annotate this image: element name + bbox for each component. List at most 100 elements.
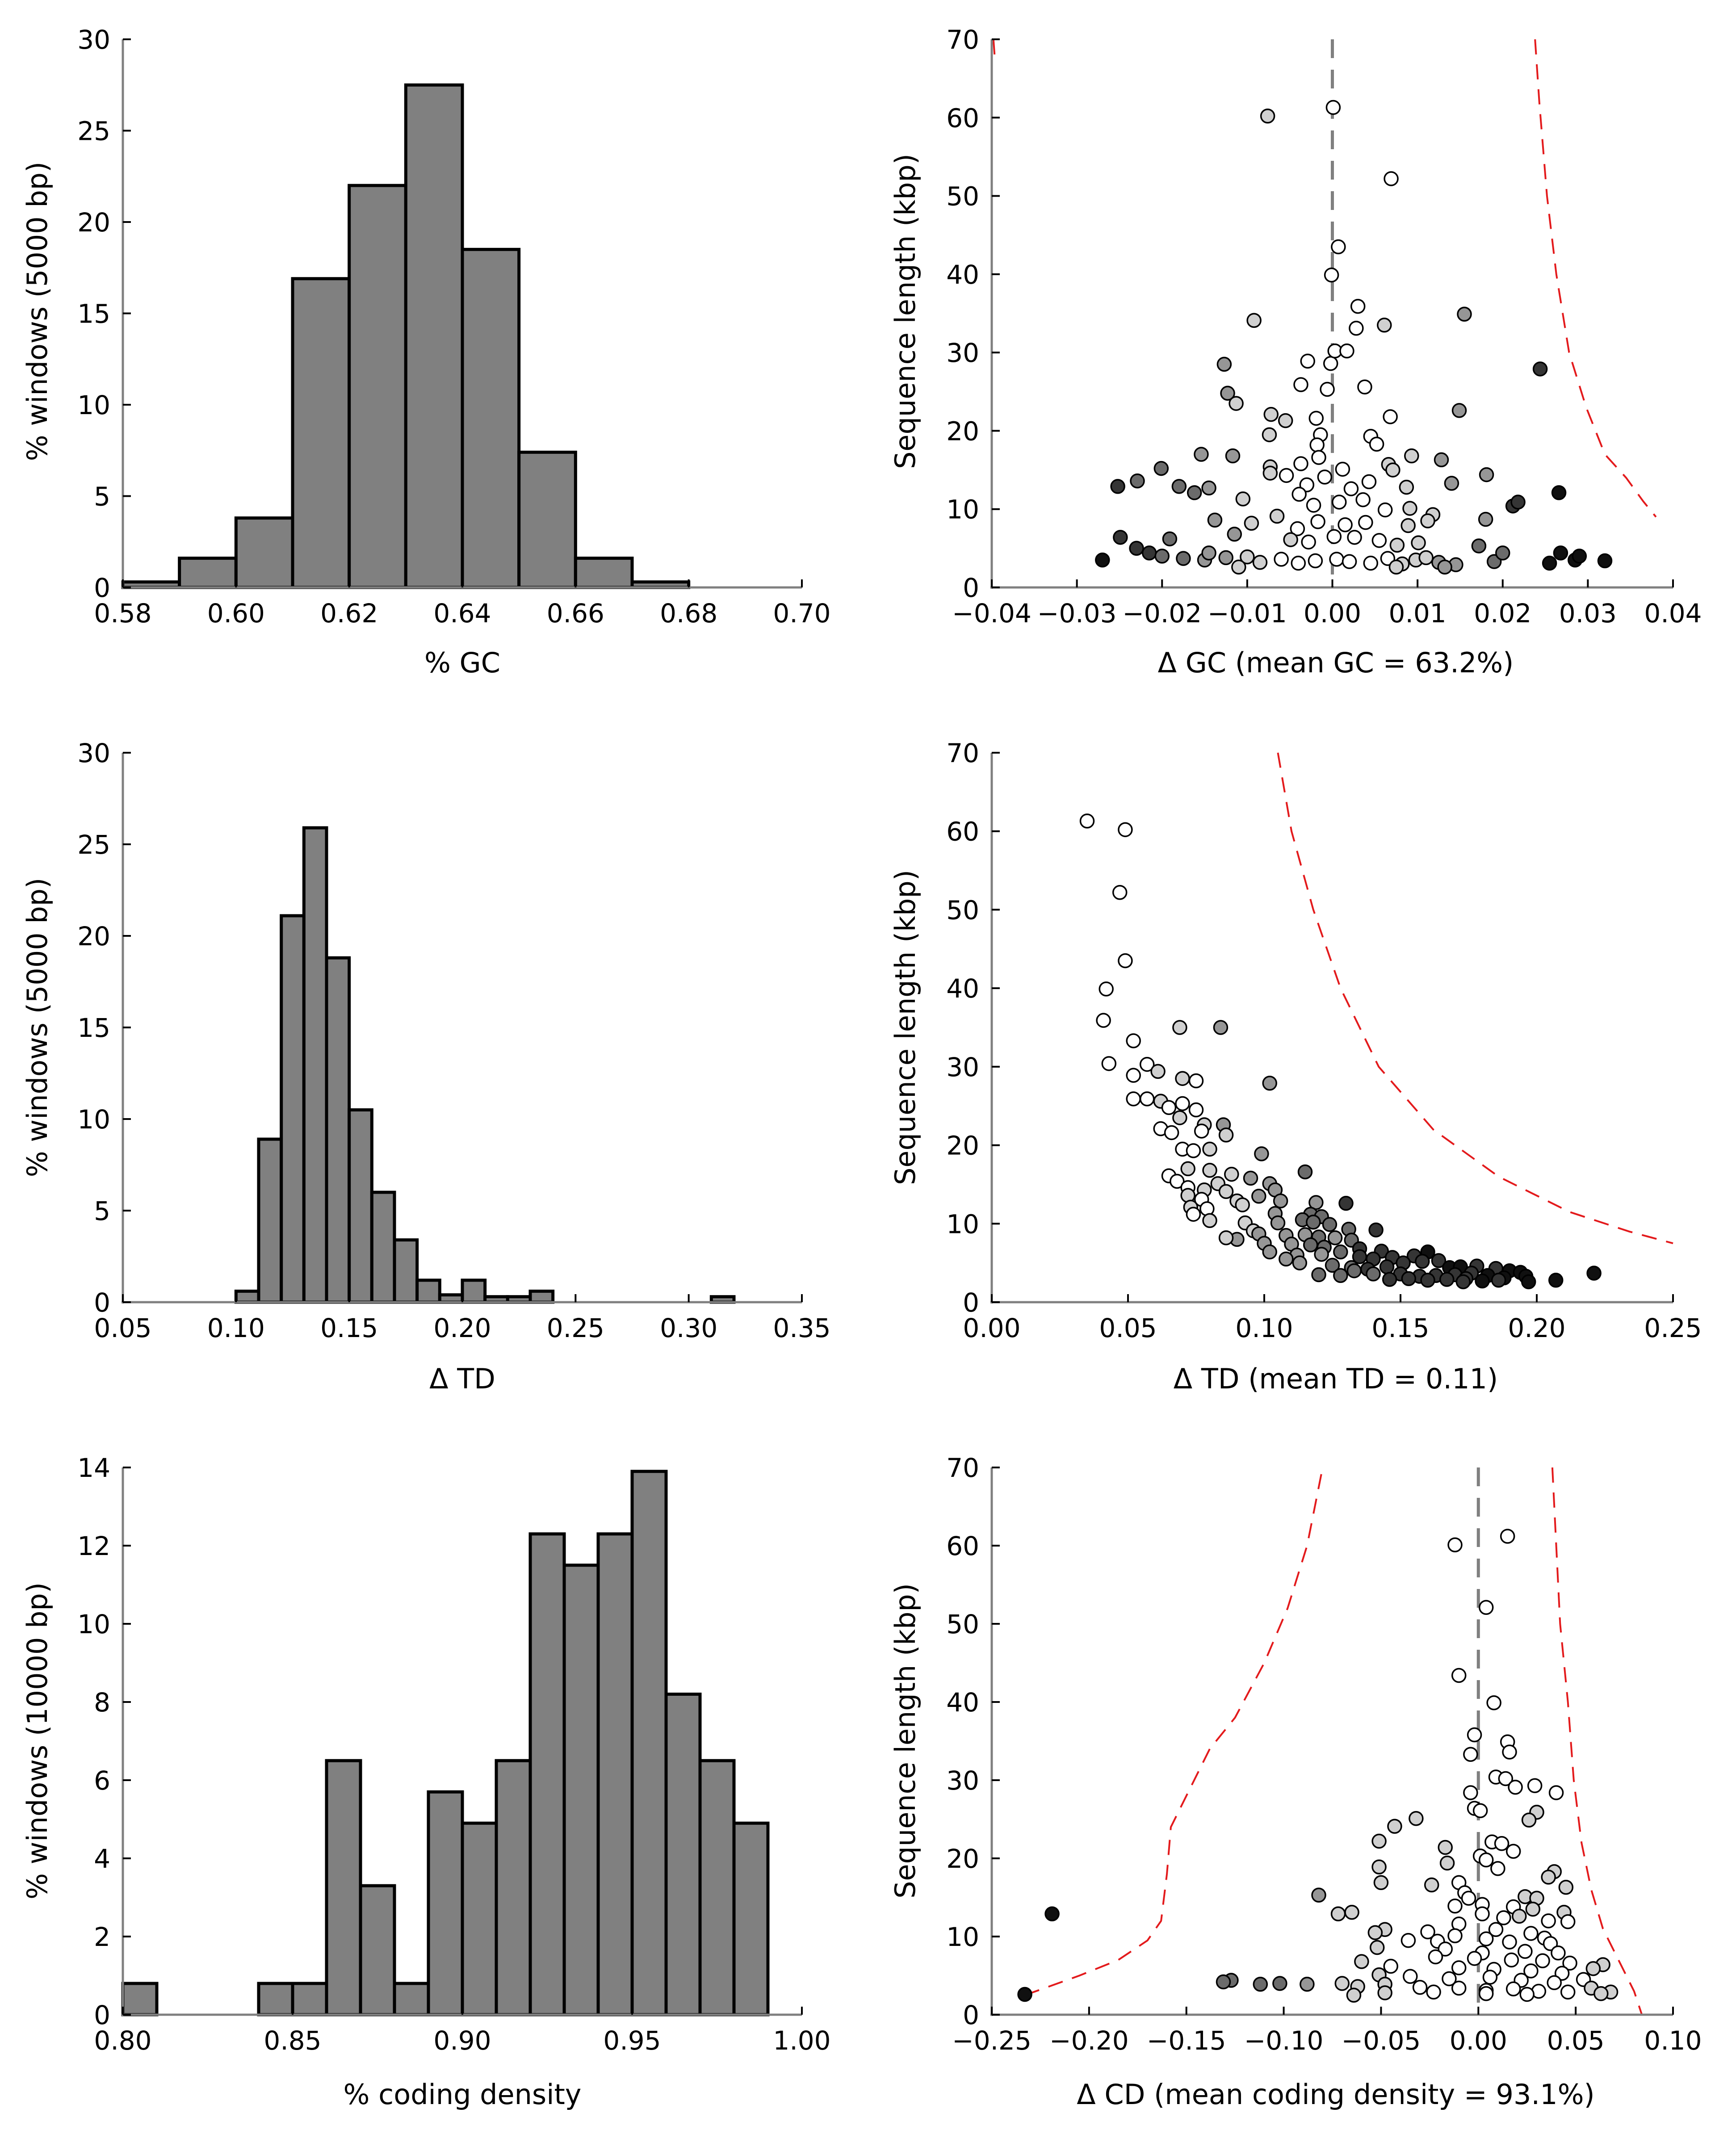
scatter-point <box>1383 1958 1398 1974</box>
x-tick-label: 0.58 <box>94 598 151 629</box>
scatter-point <box>1141 545 1157 561</box>
scatter-point <box>1491 1273 1506 1288</box>
histogram-bar <box>404 83 464 589</box>
scatter-point <box>1478 1600 1494 1615</box>
scatter-point <box>1129 541 1144 556</box>
scatter-point <box>1402 501 1417 516</box>
scatter-point <box>1560 1914 1576 1929</box>
scatter-point <box>1560 1984 1576 2000</box>
y-tick-label: 70 <box>946 738 979 768</box>
x-tick-label: 0.25 <box>1644 1313 1702 1343</box>
scatter-point <box>1371 1859 1387 1874</box>
scatter-point <box>1486 1695 1501 1710</box>
y-tick-label: 10 <box>77 1609 110 1639</box>
scatter-point <box>1308 553 1323 569</box>
y-tick-label: 50 <box>946 1609 979 1639</box>
scatter-point <box>1382 1272 1397 1287</box>
y-tick-label: 60 <box>946 1531 979 1561</box>
scatter-point <box>1358 515 1373 530</box>
scatter-point <box>1334 1976 1350 1991</box>
scatter-point <box>1442 1971 1457 1987</box>
histogram-bar <box>495 1759 532 2016</box>
scatter-point <box>1424 1877 1439 1893</box>
y-tick-label: 60 <box>946 103 979 133</box>
histogram-bar <box>280 914 306 1304</box>
scatter-point <box>1194 447 1209 462</box>
scatter-point <box>1379 1259 1395 1274</box>
x-tick-label: 0.03 <box>1559 598 1617 629</box>
scatter-point <box>1527 1778 1543 1793</box>
scatter-point <box>1366 1266 1381 1282</box>
scatter-point <box>1455 1274 1471 1290</box>
scatter-point <box>1502 1744 1517 1760</box>
scatter-point <box>1411 535 1426 550</box>
x-tick-label: 0.10 <box>1644 2025 1702 2056</box>
y-tick-label: 0 <box>963 1287 979 1318</box>
scatter-point <box>1343 481 1359 496</box>
scatter-point <box>1283 532 1298 547</box>
scatter-point <box>1338 517 1353 532</box>
scatter-point <box>1388 559 1404 575</box>
scatter-point <box>1292 486 1307 502</box>
x-tick-label: 0.80 <box>94 2025 151 2056</box>
scatter-point <box>1327 1230 1343 1245</box>
x-tick-label: 0.20 <box>1508 1313 1565 1343</box>
scatter-point <box>1218 1230 1234 1245</box>
scatter-point <box>1139 1091 1155 1107</box>
scatter-point <box>1420 513 1435 528</box>
scatter-point <box>1202 1213 1217 1228</box>
y-tick-label: 0 <box>94 1287 110 1318</box>
scatter-point <box>1368 1222 1384 1238</box>
scatter-point <box>1227 527 1242 542</box>
y-tick-label: 2 <box>94 1922 110 1952</box>
y-tick-label: 40 <box>946 1687 979 1718</box>
scatter-point <box>1399 479 1414 495</box>
scatter-point <box>1354 1954 1369 1969</box>
scatter-point <box>1551 485 1567 500</box>
scatter-point <box>1478 1931 1494 1946</box>
plot-area: 0.05 0.10 0.15 0.20 0.25 0.30 0.35 0 5 10 15 20 25 30 <box>77 738 830 1343</box>
scatter-point <box>1243 1170 1258 1186</box>
scatter-point <box>1478 1986 1494 2001</box>
scatter-point <box>1451 1668 1467 1683</box>
histogram-bar <box>121 1982 159 2016</box>
scatter-point <box>1272 1976 1287 1991</box>
scatter-point <box>1326 529 1342 544</box>
panel-cd-histogram: 0.80 0.85 0.90 0.95 1.00 0 2 4 6 8 10 12 14 % coding… <box>21 1453 831 2111</box>
scatter-point <box>1044 1906 1060 1921</box>
scatter-point <box>1253 1977 1268 1992</box>
scatter-point <box>1292 1255 1308 1270</box>
x-tick-label: 0.25 <box>547 1313 604 1343</box>
y-tick-label: 0 <box>94 2000 110 2030</box>
scatter-point <box>1331 239 1346 255</box>
histogram-bar <box>427 1790 464 2016</box>
scatter-point <box>1496 1910 1511 1925</box>
histogram-bar <box>178 557 238 589</box>
boundary-curve <box>992 39 996 63</box>
y-tick-label: 70 <box>946 25 979 55</box>
histogram-bar <box>528 1289 555 1304</box>
scatter-point <box>1188 1102 1204 1118</box>
scatter-point <box>1207 512 1223 528</box>
scatter-point <box>1420 1924 1435 1940</box>
y-tick-label: 15 <box>77 1013 110 1043</box>
x-tick-label: 0.62 <box>320 598 378 629</box>
scatter-point <box>1171 479 1187 494</box>
histogram-bar <box>291 277 351 589</box>
scatter-point <box>1017 1987 1032 2002</box>
scatter-point <box>1262 1076 1277 1091</box>
scatter-point <box>1373 1875 1389 1890</box>
x-tick-label: 0.85 <box>264 2025 321 2056</box>
scatter-point <box>1274 552 1289 567</box>
scatter-point <box>1251 1189 1266 1204</box>
scatter-point <box>1273 1193 1288 1209</box>
scatter-point <box>1585 1961 1601 1976</box>
scatter-point <box>1361 474 1377 490</box>
scatter-point <box>1329 552 1344 567</box>
scatter-point <box>1346 1987 1362 2003</box>
scatter-point <box>1463 1785 1478 1800</box>
panel-cd-scatter: −0.25 −0.20 −0.15 −0.10 −0.05 0.00 0.05 0.10 0 10… <box>889 1453 1702 2111</box>
scatter-point <box>1554 1966 1570 1981</box>
scatter-point <box>1101 1056 1117 1071</box>
scatter-point <box>1467 1951 1482 1966</box>
